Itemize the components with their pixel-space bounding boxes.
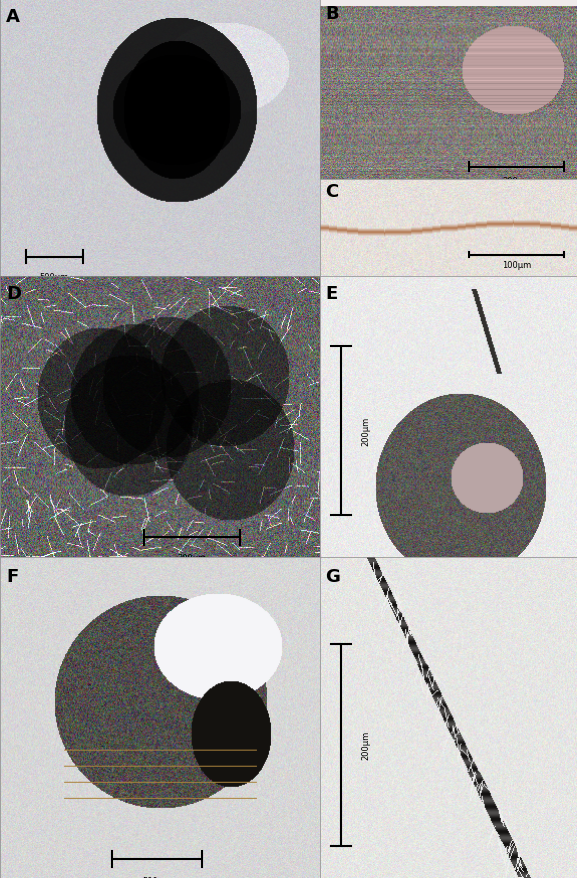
Text: F: F — [6, 567, 18, 585]
Text: B: B — [325, 5, 339, 24]
Text: C: C — [325, 183, 339, 201]
Text: 200μm: 200μm — [361, 730, 370, 759]
Text: A: A — [6, 8, 20, 26]
Text: 500μm: 500μm — [40, 272, 69, 282]
Text: 500μm: 500μm — [143, 876, 171, 878]
Text: 200μm: 200μm — [178, 553, 207, 562]
Text: 100μm: 100μm — [502, 261, 531, 270]
Text: D: D — [6, 285, 21, 303]
Text: G: G — [325, 567, 340, 585]
Text: 200μm: 200μm — [502, 177, 531, 186]
Text: 200μm: 200μm — [361, 416, 370, 446]
Text: E: E — [325, 285, 338, 303]
